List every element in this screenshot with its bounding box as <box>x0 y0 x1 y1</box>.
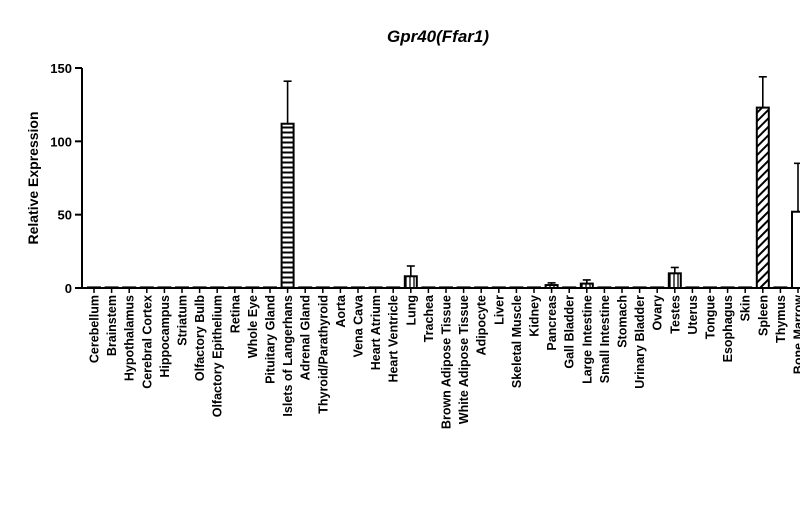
x-tick-label: Tongue <box>704 295 718 339</box>
bar <box>509 286 524 289</box>
x-tick-label: Skin <box>739 295 753 321</box>
x-tick-labels: Cerebellum Brainstem Hypothalamus Cerebral … <box>88 288 800 429</box>
x-tick-label: Urinary Bladder <box>633 295 647 389</box>
bar <box>298 286 313 289</box>
y-tick-label: 100 <box>50 134 72 149</box>
x-tick-label: Stomach <box>616 295 630 348</box>
bar <box>439 286 453 289</box>
bar <box>755 106 770 289</box>
x-tick-label: Olfactory Bulb <box>193 295 207 381</box>
bar <box>615 286 629 289</box>
bar <box>351 286 365 289</box>
x-tick-label: Small Intestine <box>598 295 612 383</box>
x-tick-label: Lung <box>404 295 418 326</box>
x-tick-label: Retina <box>228 294 242 333</box>
bar <box>210 286 225 289</box>
x-tick-label: Ovary <box>651 295 665 330</box>
y-axis-label: Relative Expression <box>25 111 41 244</box>
x-tick-label: Brown Adipose Tissue <box>440 295 454 429</box>
x-tick-label: Hippocampus <box>158 295 172 378</box>
bar <box>773 286 788 289</box>
x-tick-label: Thymus <box>774 295 788 343</box>
x-tick-label: Striatum <box>176 295 190 346</box>
error-bars <box>283 76 800 286</box>
y-tick-label: 150 <box>50 61 72 76</box>
bar <box>579 282 594 290</box>
x-tick-label: Heart Ventricle <box>387 295 401 383</box>
bar <box>738 286 753 289</box>
bar <box>720 286 735 289</box>
bar <box>192 286 207 289</box>
bar <box>562 286 577 289</box>
bar <box>685 286 700 289</box>
x-tick-label: Testes <box>668 295 682 334</box>
x-tick-label: Skeletal Muscle <box>510 295 524 388</box>
x-tick-label: Liver <box>492 295 506 325</box>
x-tick-label: Adrenal Gland <box>299 295 313 380</box>
x-tick-label: Uterus <box>686 295 700 335</box>
bar <box>227 286 242 289</box>
bar <box>386 286 401 289</box>
x-tick-label: Large Intestine <box>580 295 594 384</box>
y-tick-label: 0 <box>65 281 72 296</box>
bar <box>245 286 260 289</box>
x-tick-label: Aorta <box>334 294 348 328</box>
x-tick-label: Whole Eye <box>246 295 260 358</box>
bar <box>122 286 137 289</box>
bar <box>368 286 383 289</box>
bar <box>791 210 800 290</box>
x-tick-label: Islets of Langerhans <box>281 295 295 417</box>
x-tick-label: Heart Atrium <box>369 295 383 370</box>
x-tick-label: Spleen <box>756 295 770 336</box>
x-tick-label: Brainstem <box>105 295 119 356</box>
x-tick-label: Hypothalamus <box>123 295 137 381</box>
bar <box>632 286 647 289</box>
x-tick-label: Bone Marrow <box>792 295 800 374</box>
y-tick-label: 50 <box>58 208 72 223</box>
bars <box>87 106 800 290</box>
x-tick-label: Olfactory Epithelium <box>211 295 225 417</box>
x-tick-label: Cerebral Cortex <box>140 295 154 389</box>
bar <box>544 284 559 290</box>
bar <box>333 286 348 289</box>
x-tick-label: Thyroid/Parathyroid <box>316 295 330 414</box>
bar <box>456 286 471 289</box>
bar <box>263 286 277 289</box>
bar <box>87 286 101 289</box>
x-tick-label: Gall Bladder <box>563 295 577 369</box>
chart-title: Gpr40(Ffar1) <box>387 27 489 46</box>
x-tick-label: Cerebellum <box>88 295 102 363</box>
bar <box>403 275 418 289</box>
x-tick-label: White Adipose Tissue <box>457 295 471 424</box>
x-tick-label: Esophagus <box>721 295 735 362</box>
bar <box>474 286 489 289</box>
bar <box>280 122 295 289</box>
bar <box>527 286 541 289</box>
bar <box>104 286 119 289</box>
x-tick-label: Trachea <box>422 294 436 342</box>
bar <box>703 286 717 289</box>
y-ticks: 0 50 100 150 <box>50 61 82 296</box>
x-tick-label: Adipocyte <box>475 295 489 355</box>
bar <box>491 286 506 289</box>
bar <box>421 286 436 289</box>
bar <box>667 272 682 290</box>
bar <box>175 286 189 289</box>
x-tick-label: Kidney <box>528 295 542 337</box>
x-tick-label: Vena Cava <box>352 294 366 358</box>
x-tick-label: Pituitary Gland <box>264 295 278 384</box>
bar <box>650 286 665 289</box>
bar <box>597 286 612 289</box>
bar <box>315 286 330 289</box>
bar <box>139 286 154 289</box>
x-tick-label: Pancreas <box>545 295 559 351</box>
bar <box>157 286 172 289</box>
